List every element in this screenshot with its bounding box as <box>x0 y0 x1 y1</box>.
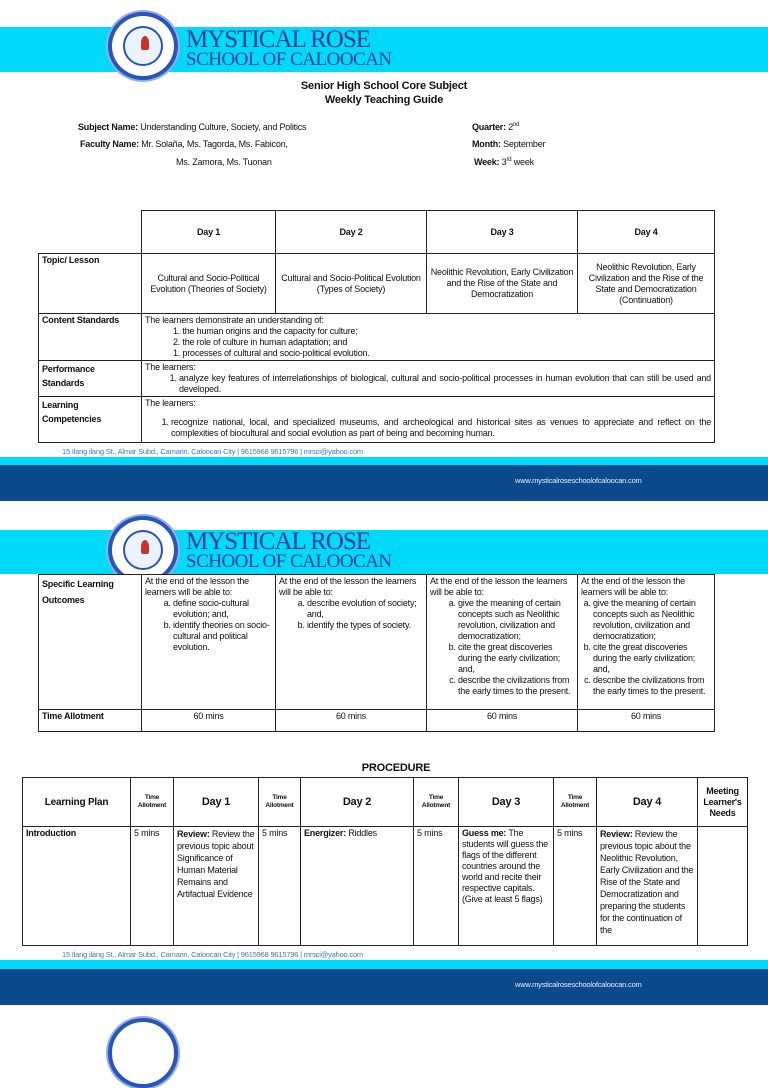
school-seal-logo <box>108 1018 178 1088</box>
day-1-header: Day 1 <box>141 210 276 254</box>
brand-subname: SCHOOL OF CALOOCAN <box>186 551 392 572</box>
faculty-info: Faculty Name: Mr. Solaña, Ms. Tagorda, M… <box>80 139 288 149</box>
doc-subtitle: Weekly Teaching Guide <box>324 94 444 106</box>
day-4-header: Day 4 <box>577 210 715 254</box>
school-seal-logo <box>108 516 178 584</box>
footer-address: 15 Ilang ilang St., Almar Subd., Camarin… <box>62 447 363 456</box>
procedure-title: PROCEDURE <box>361 762 431 774</box>
footer-band-cyan <box>0 960 768 969</box>
footer-address: 15 Ilang ilang St., Almar Subd., Camarin… <box>62 950 363 959</box>
footer-band-navy <box>0 465 768 501</box>
faculty-info-cont: Ms. Zamora, Ms. Tuonan <box>176 157 272 167</box>
day-2-header: Day 2 <box>275 210 427 254</box>
outcomes-table: Specific Learning Outcomes At the end of … <box>38 574 715 732</box>
week-info: Week: 3rd week <box>474 157 534 167</box>
brand-subname: SCHOOL OF CALOOCAN <box>186 49 392 70</box>
quarter-info: Quarter: 2nd <box>472 122 520 132</box>
standards-table: Day 1 Day 2 Day 3 Day 4 Topic/ Lesson Cultur… <box>38 210 715 443</box>
procedure-table: Learning Plan Time Allotment Day 1 Time All… <box>22 777 748 946</box>
brand-name: MYSTICAL ROSE <box>186 26 371 53</box>
school-seal-logo <box>108 12 178 80</box>
footer-band-cyan <box>0 457 768 465</box>
footer-website: www.mysticalroseschoolofcaloocan.com <box>515 476 642 485</box>
content-standards-row: Content Standards The learners demonstrat… <box>38 313 715 361</box>
brand-name: MYSTICAL ROSE <box>186 528 371 555</box>
subject-info: Subject Name: Understanding Culture, Soc… <box>78 122 307 132</box>
doc-title: Senior High School Core Subject <box>300 80 468 92</box>
footer-band-navy <box>0 969 768 1005</box>
time-allotment-row: Time Allotment 60 mins 60 mins 60 mins 60 mi… <box>38 709 715 732</box>
day-3-header: Day 3 <box>426 210 578 254</box>
month-info: Month: September <box>472 139 546 149</box>
outcomes-row: Specific Learning Outcomes At the end of … <box>38 574 715 710</box>
footer-website: www.mysticalroseschoolofcaloocan.com <box>515 980 642 989</box>
introduction-row: Introduction 5 mins Review: Review the pr… <box>22 826 748 946</box>
topic-row: Topic/ Lesson Cultural and Socio-Politica… <box>38 253 715 314</box>
